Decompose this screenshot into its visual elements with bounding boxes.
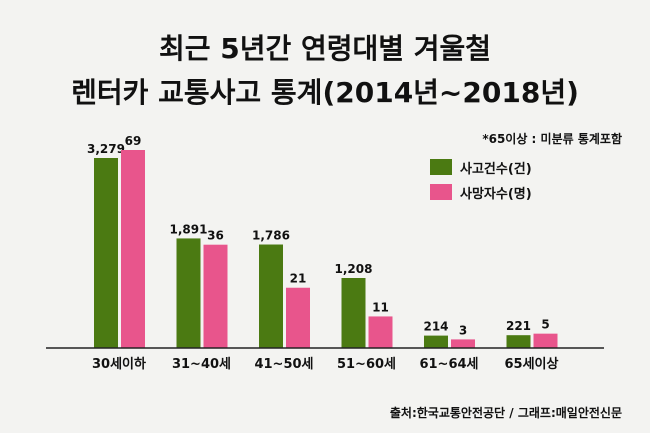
- x-tick-label-1: 31~40세: [172, 357, 231, 372]
- bar-accidents-2: [259, 244, 283, 348]
- chart-title-line1: 최근 5년간 연령대별 겨울철: [158, 32, 492, 65]
- legend-label-deaths: 사망자수(명): [460, 186, 532, 202]
- bar-accidents-3: [341, 278, 366, 348]
- legend-swatch-accidents: [430, 159, 452, 175]
- bar-accidents-0: [94, 158, 118, 348]
- bar-accidents-4: [424, 335, 448, 348]
- data-label-accidents-0: 3,279: [87, 142, 125, 156]
- bar-deaths-5: [533, 333, 558, 348]
- footnote: *65이상 : 미분류 통계포함: [482, 132, 622, 146]
- x-tick-label-2: 41~50세: [254, 357, 313, 372]
- data-label-deaths-4: 3: [459, 323, 467, 337]
- data-label-deaths-1: 36: [207, 229, 224, 243]
- data-label-accidents-5: 221: [506, 319, 531, 333]
- legend-swatch-deaths: [430, 184, 452, 200]
- source-credit: 출처:한국교통안전공단 / 그래프:매일안전신문: [389, 406, 622, 420]
- data-label-deaths-3: 11: [372, 300, 389, 314]
- bar-deaths-4: [451, 339, 475, 348]
- data-label-accidents-3: 1,208: [335, 262, 373, 276]
- data-label-accidents-4: 214: [423, 320, 448, 334]
- x-tick-label-4: 61~64세: [419, 357, 478, 372]
- x-tick-label-0: 30세이하: [92, 356, 146, 372]
- bar-deaths-3: [368, 316, 393, 348]
- legend-label-accidents: 사고건수(건): [460, 161, 532, 177]
- legend-item-accidents: 사고건수(건): [430, 158, 532, 177]
- data-label-deaths-2: 21: [290, 272, 307, 286]
- data-label-deaths-5: 5: [541, 318, 549, 332]
- x-tick-label-3: 51~60세: [337, 357, 396, 372]
- bar-deaths-1: [203, 244, 228, 348]
- bar-deaths-0: [121, 150, 145, 348]
- bar-accidents-1: [176, 238, 201, 348]
- x-tick-label-5: 65세이상: [505, 356, 559, 372]
- legend-item-deaths: 사망자수(명): [430, 183, 532, 202]
- bar-accidents-5: [506, 335, 531, 348]
- data-label-accidents-2: 1,786: [252, 229, 290, 243]
- bar-deaths-2: [286, 287, 310, 348]
- data-label-accidents-1: 1,891: [170, 222, 208, 236]
- data-label-deaths-0: 69: [125, 134, 142, 148]
- chart-title-line2: 렌터카 교통사고 통계(2014년~2018년): [71, 76, 579, 109]
